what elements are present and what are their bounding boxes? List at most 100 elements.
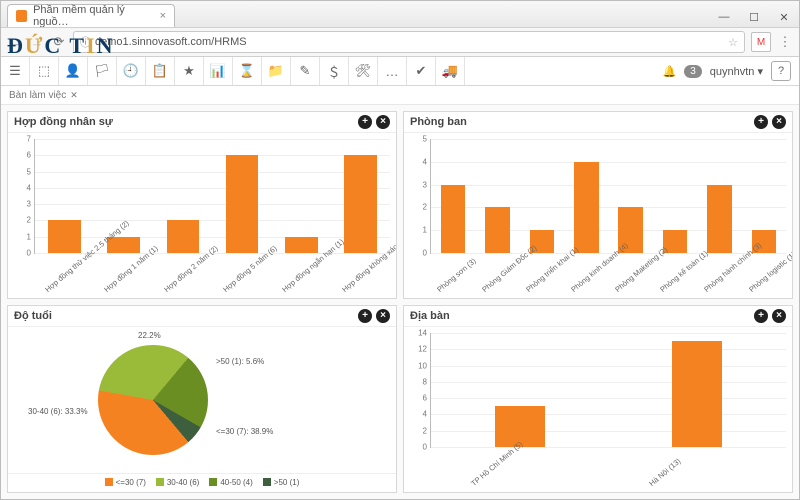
y-tick: 0 xyxy=(15,249,31,258)
bar[interactable] xyxy=(441,185,465,253)
bar[interactable] xyxy=(485,207,509,253)
bar[interactable] xyxy=(707,185,731,253)
legend-item[interactable]: >50 (1) xyxy=(263,478,300,487)
pie-annotation: <=30 (7): 38.9% xyxy=(216,427,273,436)
pie-legend: <=30 (7) 30-40 (6) 40-50 (4) >50 (1) xyxy=(8,473,396,490)
pie-annotation: 22.2% xyxy=(138,331,161,340)
toolbar-button-1[interactable]: ⬚ xyxy=(30,57,59,85)
y-tick: 2 xyxy=(15,216,31,225)
panel-age: Độ tuổi + × 22.2% >50 (1): 5.6% <=30 (7): 3… xyxy=(7,305,397,493)
toolbar-button-2[interactable]: 👤 xyxy=(59,57,88,85)
nav-back-icon[interactable]: ← xyxy=(7,35,23,50)
pie-annotation: 30-40 (6): 33.3% xyxy=(28,407,88,416)
y-tick: 0 xyxy=(411,443,427,452)
browser-addressbar: ← → ⟳ ⓘ demo1.sinnovasoft.com/HRMS ☆ M ⋮ xyxy=(1,27,799,57)
y-tick: 2 xyxy=(411,426,427,435)
browser-tabbar: Phần mềm quản lý nguồ… × — ☐ ✕ xyxy=(1,1,799,27)
legend-item[interactable]: <=30 (7) xyxy=(105,478,146,487)
y-tick: 0 xyxy=(411,249,427,258)
workspace-tabbar: Bàn làm việc ✕ xyxy=(1,86,799,105)
panel-close-icon[interactable]: × xyxy=(772,115,786,129)
bar[interactable] xyxy=(226,155,259,253)
user-menu[interactable]: quynhvtn ▾ xyxy=(710,65,763,78)
workspace-tab-close-icon[interactable]: ✕ xyxy=(70,90,78,101)
y-tick: 3 xyxy=(411,180,427,189)
panel-title: Phòng ban xyxy=(410,116,467,128)
pie-annotation: >50 (1): 5.6% xyxy=(216,357,264,366)
y-tick: 1 xyxy=(15,232,31,241)
workspace-tab-label[interactable]: Bàn làm việc xyxy=(9,90,66,101)
y-tick: 4 xyxy=(15,183,31,192)
bell-icon[interactable]: 🔔 xyxy=(663,65,677,78)
bar[interactable] xyxy=(285,237,318,253)
tab-close-icon[interactable]: × xyxy=(160,10,166,22)
toolbar-button-11[interactable]: ＄ xyxy=(320,57,349,85)
help-button[interactable]: ? xyxy=(771,61,791,81)
app-toolbar: ☰⬚👤🏳🕘📋★📊⌛📁✎＄🛠…✔🚚 🔔 3 quynhvtn ▾ ? xyxy=(1,57,799,86)
y-tick: 7 xyxy=(15,135,31,144)
toolbar-button-13[interactable]: … xyxy=(378,57,407,85)
y-tick: 5 xyxy=(15,167,31,176)
panel-title: Địa bàn xyxy=(410,310,450,322)
nav-forward-icon[interactable]: → xyxy=(29,35,45,50)
y-tick: 5 xyxy=(411,135,427,144)
toolbar-button-4[interactable]: 🕘 xyxy=(117,57,146,85)
window-close[interactable]: ✕ xyxy=(769,7,799,27)
panel-add-icon[interactable]: + xyxy=(754,115,768,129)
panel-close-icon[interactable]: × xyxy=(376,309,390,323)
window-minimize[interactable]: — xyxy=(709,7,739,27)
bar[interactable] xyxy=(672,341,722,447)
toolbar-button-12[interactable]: 🛠 xyxy=(349,57,378,85)
y-tick: 14 xyxy=(411,329,427,338)
y-tick: 8 xyxy=(411,377,427,386)
y-tick: 2 xyxy=(411,203,427,212)
panel-title: Độ tuổi xyxy=(14,310,52,322)
bar[interactable] xyxy=(574,162,598,253)
window-controls: — ☐ ✕ xyxy=(709,7,799,27)
y-tick: 3 xyxy=(15,200,31,209)
url-text: demo1.sinnovasoft.com/HRMS xyxy=(95,36,247,48)
toolbar-button-6[interactable]: ★ xyxy=(175,57,204,85)
bar[interactable] xyxy=(167,220,200,253)
site-info-icon[interactable]: ⓘ xyxy=(80,34,91,50)
panel-close-icon[interactable]: × xyxy=(772,309,786,323)
panel-add-icon[interactable]: + xyxy=(358,115,372,129)
toolbar-button-3[interactable]: 🏳 xyxy=(88,57,117,85)
toolbar-button-9[interactable]: 📁 xyxy=(262,57,291,85)
x-label: Phòng sơn (3) xyxy=(435,256,477,294)
y-tick: 4 xyxy=(411,157,427,166)
toolbar-button-8[interactable]: ⌛ xyxy=(233,57,262,85)
panel-add-icon[interactable]: + xyxy=(754,309,768,323)
window-maximize[interactable]: ☐ xyxy=(739,7,769,27)
url-input[interactable]: ⓘ demo1.sinnovasoft.com/HRMS ☆ xyxy=(73,31,745,53)
panel-close-icon[interactable]: × xyxy=(376,115,390,129)
bar[interactable] xyxy=(48,220,81,253)
pie-chart[interactable] xyxy=(98,345,208,455)
bookmark-star-icon[interactable]: ☆ xyxy=(728,36,738,49)
bar[interactable] xyxy=(344,155,377,253)
legend-item[interactable]: 30-40 (6) xyxy=(156,478,199,487)
tab-favicon xyxy=(16,10,27,22)
y-tick: 10 xyxy=(411,361,427,370)
notification-badge[interactable]: 3 xyxy=(684,65,702,78)
legend-item[interactable]: 40-50 (4) xyxy=(209,478,252,487)
panel-title: Hợp đồng nhân sự xyxy=(14,116,113,128)
toolbar-button-10[interactable]: ✎ xyxy=(291,57,320,85)
panel-add-icon[interactable]: + xyxy=(358,309,372,323)
browser-tab[interactable]: Phần mềm quản lý nguồ… × xyxy=(7,4,175,27)
gmail-ext-icon[interactable]: M xyxy=(751,32,771,52)
y-tick: 6 xyxy=(411,394,427,403)
tab-title: Phần mềm quản lý nguồ… xyxy=(33,4,153,28)
toolbar-button-14[interactable]: ✔ xyxy=(407,57,436,85)
browser-window: Phần mềm quản lý nguồ… × — ☐ ✕ ← → ⟳ ⓘ d… xyxy=(0,0,800,500)
toolbar-button-7[interactable]: 📊 xyxy=(204,57,233,85)
dashboard-grid: Hợp đồng nhân sự +× 01234567Hợp đồng thử… xyxy=(1,105,799,499)
x-label: Hà Nội (13) xyxy=(647,456,682,488)
nav-reload-icon[interactable]: ⟳ xyxy=(51,34,67,50)
toolbar-button-0[interactable]: ☰ xyxy=(1,57,30,85)
y-tick: 4 xyxy=(411,410,427,419)
toolbar-button-15[interactable]: 🚚 xyxy=(436,57,465,85)
panel-location: Địa bàn +× 02468101214TP Hồ Chí Minh (5)… xyxy=(403,305,793,493)
toolbar-button-5[interactable]: 📋 xyxy=(146,57,175,85)
browser-menu-icon[interactable]: ⋮ xyxy=(777,34,793,50)
